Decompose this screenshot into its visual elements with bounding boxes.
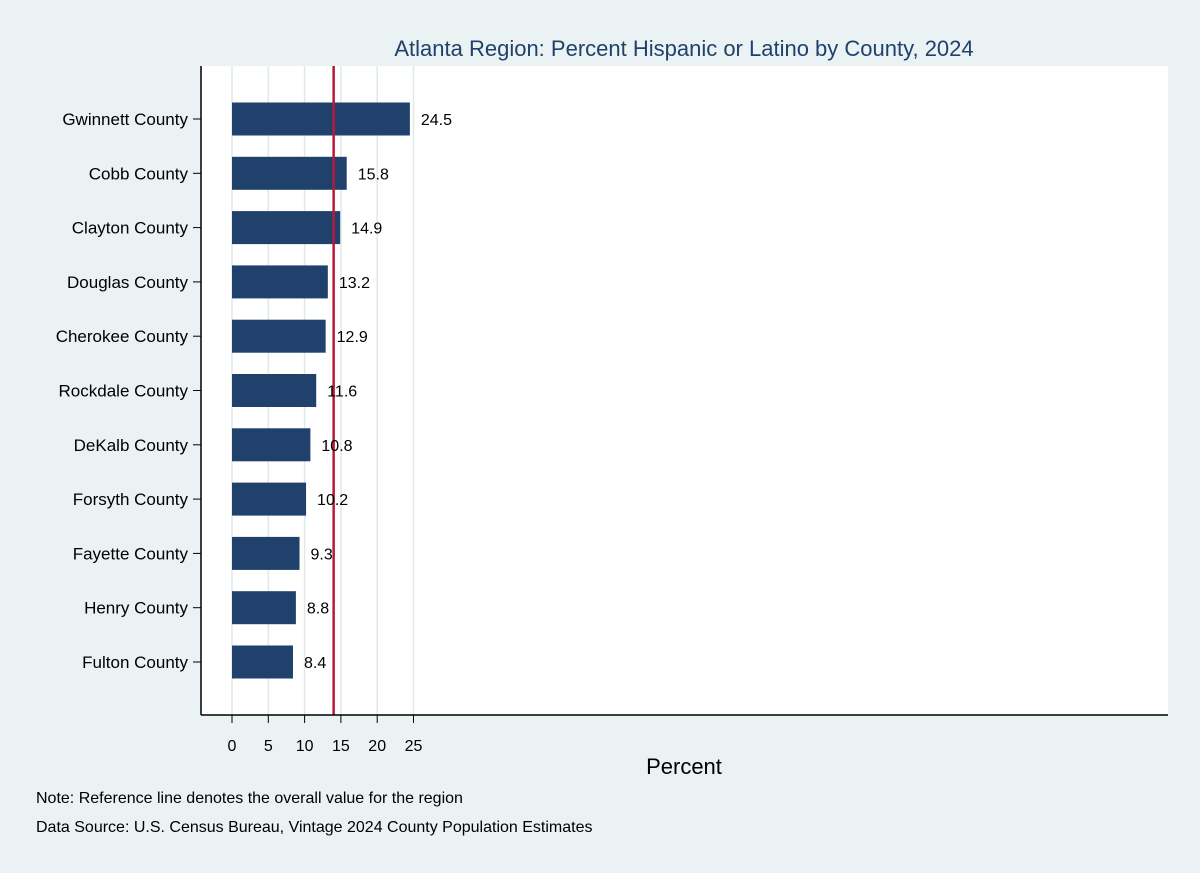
category-label: Gwinnett County (62, 110, 188, 129)
bar (232, 536, 300, 570)
data-label: 11.6 (327, 384, 357, 401)
data-label: 9.3 (311, 546, 333, 563)
data-label: 8.8 (307, 601, 329, 618)
category-label: Forsyth County (73, 490, 189, 509)
reference-line-note: Note: Reference line denotes the overall… (36, 790, 463, 807)
bar (232, 428, 311, 462)
category-label: Henry County (84, 599, 188, 618)
bar (232, 211, 341, 245)
data-label: 8.4 (304, 655, 326, 672)
x-tick-label: 10 (296, 738, 314, 755)
bar (232, 482, 307, 516)
data-label: 15.8 (358, 166, 389, 183)
category-label: Fulton County (82, 653, 188, 672)
category-label: Douglas County (67, 273, 188, 292)
data-label: 10.2 (317, 492, 348, 509)
axes: 0 5 10 15 20 25 (193, 66, 1168, 755)
bar (232, 645, 293, 679)
data-label: 10.8 (321, 438, 352, 455)
category-label: Cobb County (89, 164, 189, 183)
category-label: Cherokee County (56, 327, 189, 346)
bar (232, 319, 326, 353)
bar (232, 591, 296, 625)
x-tick-label: 15 (332, 738, 350, 755)
x-tick-label: 5 (264, 738, 273, 755)
bar (232, 156, 347, 190)
data-label: 14.9 (351, 221, 382, 238)
data-label: 13.2 (339, 275, 370, 292)
bar (232, 102, 410, 136)
category-label: Clayton County (72, 219, 189, 238)
chart-title: Atlanta Region: Percent Hispanic or Lati… (394, 36, 973, 61)
category-label: Rockdale County (59, 382, 189, 401)
bars (232, 102, 410, 679)
category-label: DeKalb County (74, 436, 189, 455)
data-label: 24.5 (421, 112, 452, 129)
data-labels: 24.5 15.8 14.9 13.2 12.9 11.6 10.8 10.2 9.3 8.8 8.… (304, 112, 452, 672)
bar (232, 265, 328, 299)
category-labels: Gwinnett County Cobb County Clayton County… (56, 110, 189, 672)
x-tick-label: 20 (368, 738, 386, 755)
x-tick-label: 25 (405, 738, 423, 755)
x-axis-title: Percent (646, 754, 722, 779)
data-source-note: Data Source: U.S. Census Bureau, Vintage… (36, 819, 593, 836)
bar (232, 374, 317, 407)
category-label: Fayette County (73, 544, 189, 563)
plot-background (201, 66, 1168, 715)
data-label: 12.9 (337, 329, 368, 346)
x-tick-label: 0 (228, 738, 237, 755)
